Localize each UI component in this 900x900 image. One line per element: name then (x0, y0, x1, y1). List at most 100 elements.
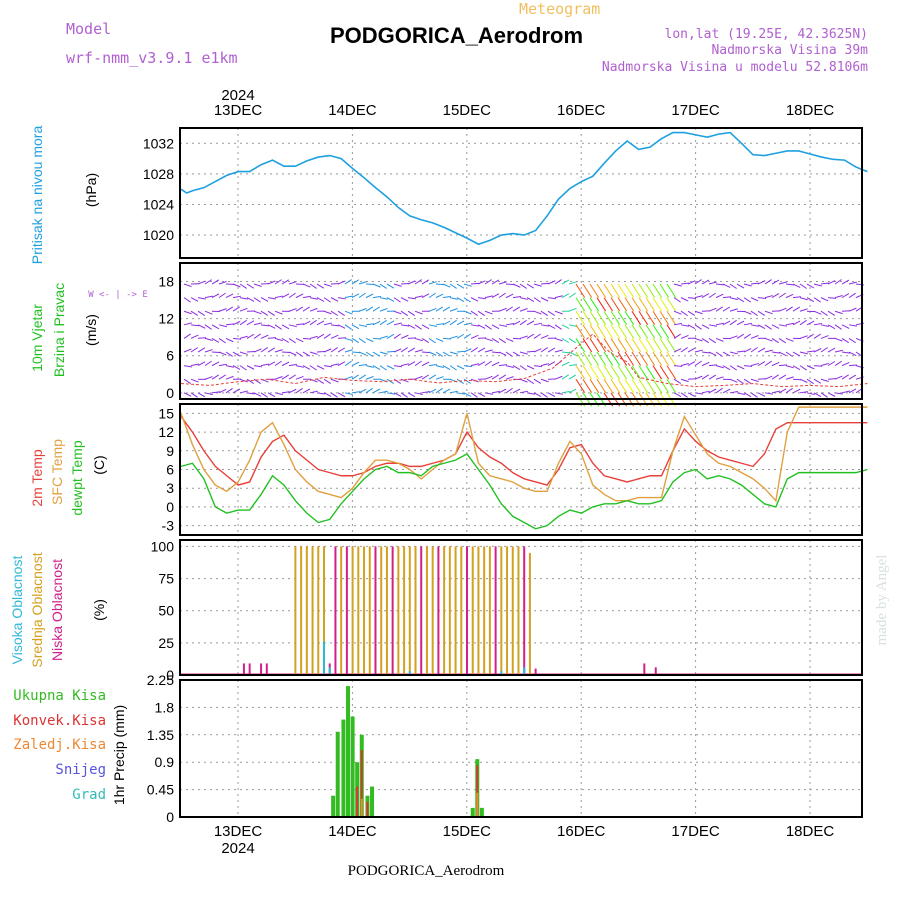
wind-barb (561, 361, 570, 367)
wind-barb (701, 293, 710, 299)
wind-barb (715, 337, 724, 342)
wind-barb (239, 297, 248, 300)
wind-barb (183, 348, 192, 353)
wind-barb (708, 364, 718, 367)
wind-barb (400, 392, 408, 398)
wind-barb (722, 306, 731, 312)
wind-barb (624, 378, 635, 393)
wind-barb (477, 361, 486, 367)
wind-barb (330, 297, 339, 302)
wind-barb (470, 282, 480, 285)
wind-barb (267, 324, 276, 329)
wind-barb (750, 324, 759, 327)
wind-barb (638, 283, 649, 298)
wind-barb (771, 324, 780, 329)
wind-barb (288, 351, 297, 356)
wind-barb (204, 295, 213, 299)
wind-barb (463, 333, 471, 339)
wind-barb (358, 292, 366, 299)
panel-grids (180, 128, 862, 818)
wind-barb (715, 306, 723, 312)
wind-barb (589, 283, 600, 298)
wind-barb (533, 310, 542, 315)
dewpt-line (180, 452, 868, 530)
wind-barb (680, 363, 689, 367)
wind-barb (554, 279, 562, 285)
wind-barb (820, 310, 828, 317)
wind-barb (603, 378, 614, 393)
wind-barb (764, 279, 772, 285)
wind-barb (225, 387, 233, 394)
wind-barb (484, 349, 493, 353)
wind-barb (246, 297, 255, 302)
precip-bar (470, 807, 475, 817)
wind-barb (421, 361, 430, 367)
wind-barb (435, 376, 444, 380)
wind-barb (358, 281, 367, 285)
wind-barb (820, 324, 829, 327)
wind-barb (239, 351, 248, 355)
wind-barb (610, 378, 621, 393)
wind-barb (764, 375, 773, 380)
wind-barb (386, 297, 395, 302)
wind-barb (666, 365, 677, 380)
wind-barb (211, 361, 220, 367)
wind-barb (358, 338, 366, 344)
top-day-label: 13DEC (214, 102, 263, 119)
wind-barb (519, 390, 528, 394)
wind-barb (470, 347, 478, 353)
wind-barb (204, 349, 213, 353)
bottom-day-label: 16DEC (557, 823, 606, 840)
wind-barb (729, 297, 738, 301)
wind-barb (225, 323, 235, 326)
y-tick-label: 1028 (143, 166, 174, 182)
wind-barb (428, 374, 437, 380)
wind-barb (239, 335, 248, 339)
wind-barb (183, 322, 192, 326)
wind-barb (309, 297, 318, 300)
footer-title: PODGORICA_Aerodrom (348, 863, 505, 879)
wind-barb (841, 361, 850, 367)
wind-barb (442, 351, 451, 357)
wind-barb (561, 390, 570, 394)
wind-barb (526, 365, 535, 370)
precip-bar (356, 786, 359, 817)
wind-barb (323, 333, 331, 339)
wind-barb (498, 374, 507, 380)
wind-barb (701, 361, 710, 367)
wind-barb (337, 392, 346, 398)
wind-barb (526, 297, 535, 302)
wind-barb (743, 348, 752, 353)
wind-barb (379, 297, 388, 300)
wind-barb (540, 378, 549, 383)
wind-barb (694, 324, 702, 330)
y-tick-label: 0 (166, 499, 174, 515)
wind-barb (743, 365, 753, 367)
wind-barb (351, 374, 359, 380)
wind-barb (757, 392, 766, 397)
wind-barb (708, 337, 716, 344)
wind-barb (393, 392, 402, 397)
wind-barb (246, 333, 255, 339)
wind-barb (722, 388, 731, 394)
wind-barb (274, 392, 283, 396)
wind-barb (330, 310, 339, 316)
wind-barb (253, 322, 262, 326)
wind-barb (414, 337, 423, 342)
wind-barb (512, 283, 521, 288)
wind-barb (232, 295, 241, 299)
wind-barb (708, 281, 717, 285)
wind-barb (806, 297, 815, 303)
wind-barb (484, 360, 492, 367)
wind-barb (218, 388, 227, 394)
wind-barb (330, 363, 339, 367)
wind-barb (834, 294, 843, 299)
wind-barb (421, 293, 430, 299)
wind-barb (477, 297, 486, 300)
wind-barb (316, 378, 325, 384)
bottom-day-labels: 13DEC 14DEC 15DEC 16DEC 17DEC 18DEC (214, 823, 835, 840)
wind-barb (456, 333, 465, 339)
wind-barb (820, 297, 829, 302)
y-tick-label: -3 (162, 518, 175, 534)
